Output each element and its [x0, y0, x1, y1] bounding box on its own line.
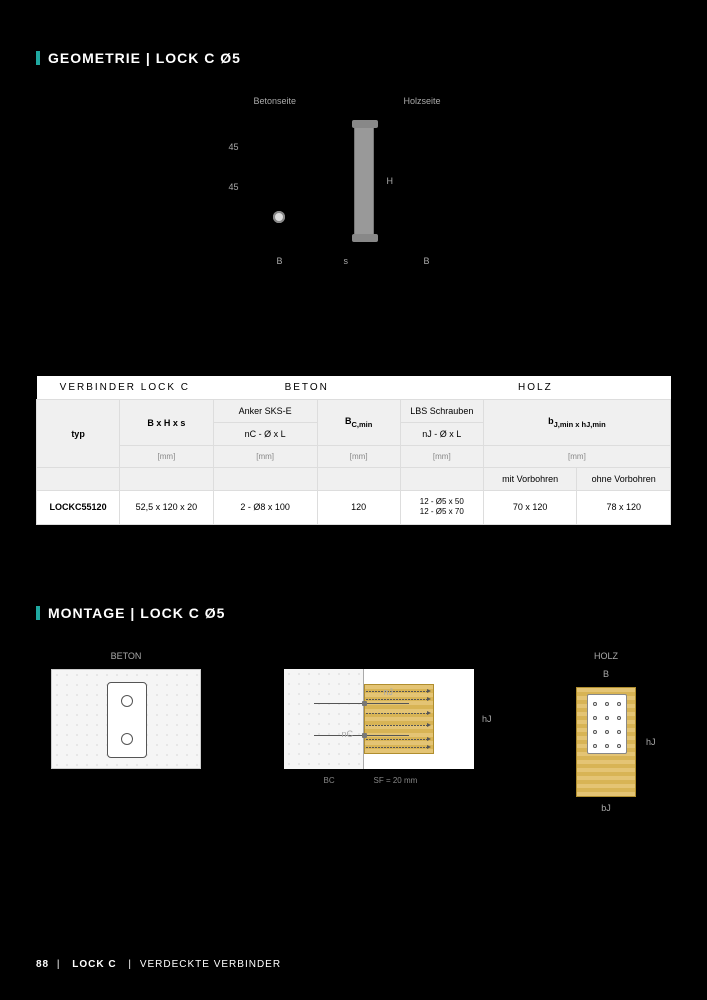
dim-h: H: [387, 176, 394, 186]
screw-hole-icon: [593, 702, 597, 706]
dim-s: s: [344, 256, 349, 266]
col-nj: nJ - Ø x L: [400, 423, 483, 446]
beton-plate-icon: [254, 121, 304, 241]
screw-icon: [366, 699, 428, 700]
screw-hole-icon: [617, 730, 621, 734]
section-heading: MONTAGE | LOCK C Ø5: [48, 605, 225, 621]
dim-b1: B: [277, 256, 283, 266]
spec-table: VERBINDER LOCK C BETON HOLZ typ B x H x …: [36, 376, 671, 525]
cell-lbs2: 12 - Ø5 x 70: [405, 507, 479, 517]
screw-icon: [366, 739, 428, 740]
page-footer: 88 | LOCK C | VERDECKTE VERBINDER: [36, 959, 281, 970]
cell-lbs: 12 - Ø5 x 50 12 - Ø5 x 70: [400, 491, 483, 525]
label-nc-side: nC: [342, 729, 354, 739]
col-bjmin: bJ,min x hJ,min: [483, 400, 670, 446]
dim-b2: B: [424, 256, 430, 266]
montage-side-view: nJ nC hJ BC SF = 20 mm: [284, 669, 474, 769]
side-concrete-icon: [284, 669, 364, 769]
screw-hole-icon: [593, 730, 597, 734]
screw-icon: [366, 713, 428, 714]
unit-mm-1: [mm]: [120, 446, 214, 468]
col-group-verbinder: VERBINDER LOCK C: [37, 376, 214, 400]
screw-hole-icon: [593, 744, 597, 748]
section-heading: GEOMETRIE | LOCK C Ø5: [48, 50, 241, 66]
cell-anker: 2 - Ø8 x 100: [213, 491, 317, 525]
col-bcmin: BC,min: [317, 400, 400, 446]
screw-hole-icon: [593, 716, 597, 720]
screw-hole-icon: [617, 744, 621, 748]
label-holzseite: Holzseite: [404, 96, 441, 106]
col-typ: typ: [37, 400, 120, 468]
col-ohnevor: ohne Vorbohren: [577, 468, 671, 491]
label-bc: BC: [324, 776, 335, 785]
col-nc: nC - Ø x L: [213, 423, 317, 446]
col-group-holz: HOLZ: [400, 376, 670, 400]
accent-bar-icon: [36, 606, 40, 620]
col-mitvor: mit Vorbohren: [483, 468, 577, 491]
screw-icon: [366, 691, 428, 692]
anchor-bolt-icon: [314, 735, 409, 737]
label-betonseite: Betonseite: [254, 96, 297, 106]
screw-hole-icon: [605, 744, 609, 748]
label-beton: BETON: [36, 651, 216, 661]
unit-mm-3: [mm]: [317, 446, 400, 468]
label-hj-plan: hJ: [646, 737, 656, 747]
screw-hole-icon: [617, 716, 621, 720]
screw-icon: [366, 747, 428, 748]
cell-ohne: 78 x 120: [577, 491, 671, 525]
holz-bracket-icon: [354, 121, 374, 241]
label-holz: HOLZ: [541, 651, 671, 661]
montage-section: MONTAGE | LOCK C Ø5 BETON: [36, 605, 671, 813]
plate-outline-icon: [107, 682, 147, 758]
side-wood-icon: [364, 684, 434, 754]
screw-icon: [366, 725, 428, 726]
section-title-geometrie: GEOMETRIE | LOCK C Ø5: [36, 50, 671, 66]
unit-mm-2: [mm]: [213, 446, 317, 468]
label-b-top: B: [541, 669, 671, 679]
montage-holz-plan: [576, 687, 636, 797]
screw-hole-icon: [605, 716, 609, 720]
geometry-diagram: Betonseite Holzseite 45 45 B s H B: [144, 96, 564, 296]
table-row: LOCKC55120 52,5 x 120 x 20 2 - Ø8 x 100 …: [37, 491, 671, 525]
footer-desc: VERDECKTE VERBINDER: [140, 959, 281, 970]
cell-bcmin: 120: [317, 491, 400, 525]
label-bj: bJ: [541, 803, 671, 813]
cell-typ: LOCKC55120: [37, 491, 120, 525]
col-lbs: LBS Schrauben: [400, 400, 483, 423]
hole-icon: [121, 733, 133, 745]
cell-bhs: 52,5 x 120 x 20: [120, 491, 214, 525]
label-hj-side: hJ: [482, 714, 492, 724]
col-anker: Anker SKS-E: [213, 400, 317, 423]
dim-45-b: 45: [229, 182, 239, 192]
screw-hole-icon: [605, 702, 609, 706]
cell-mit: 70 x 120: [483, 491, 577, 525]
anchor-bolt-icon: [314, 703, 409, 705]
accent-bar-icon: [36, 51, 40, 65]
hole-icon: [121, 695, 133, 707]
product-name: LOCK C: [72, 959, 116, 970]
dim-45-a: 45: [229, 142, 239, 152]
bjmin-rest: J,min x hJ,min: [554, 420, 606, 429]
bolt-hole-icon: [273, 211, 285, 223]
col-bhs: B x H x s: [120, 400, 214, 446]
screw-hole-icon: [617, 702, 621, 706]
section-title-montage: MONTAGE | LOCK C Ø5: [36, 605, 671, 621]
montage-concrete-front: [51, 669, 201, 769]
bcmin-sub: C,min: [351, 420, 372, 429]
col-group-beton: BETON: [213, 376, 400, 400]
screw-hole-icon: [605, 730, 609, 734]
label-sf: SF = 20 mm: [374, 776, 418, 785]
unit-mm-5: [mm]: [483, 446, 670, 468]
page-number: 88: [36, 959, 49, 970]
unit-mm-4: [mm]: [400, 446, 483, 468]
label-nj-side: nJ: [384, 687, 394, 697]
cell-lbs1: 12 - Ø5 x 50: [405, 497, 479, 507]
